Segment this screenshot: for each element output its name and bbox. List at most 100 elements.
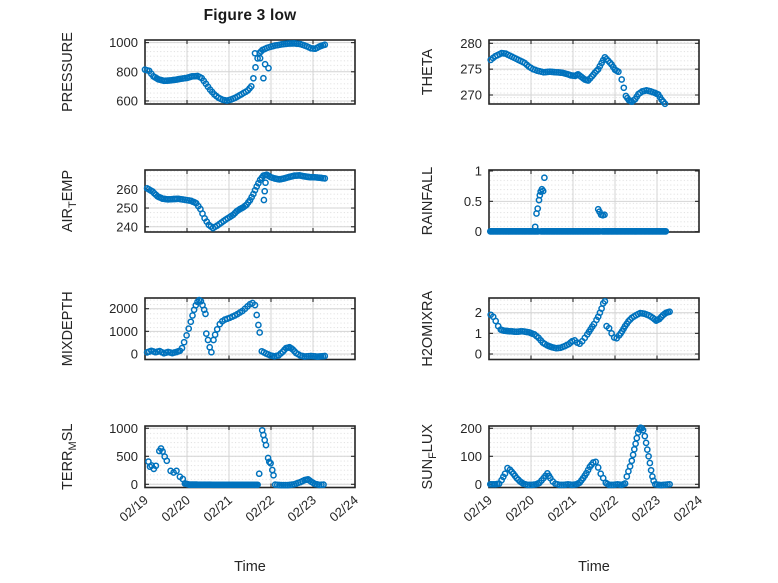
- axes-frame: [488, 39, 700, 105]
- ytick-label: 1000: [109, 35, 138, 50]
- xtick-label: 02/21: [544, 492, 579, 524]
- ytick-label: 1000: [109, 421, 138, 436]
- ytick-label: 270: [460, 88, 482, 103]
- ylabel-airtemp: AIRTEMP: [60, 170, 79, 232]
- axes-frame: [488, 297, 700, 361]
- data-marker: [620, 84, 628, 92]
- data-marker: [618, 76, 626, 83]
- data-marker: [321, 175, 329, 182]
- data-marker: [639, 426, 647, 434]
- data-marker: [183, 332, 190, 339]
- ytick-label: 260: [116, 182, 138, 197]
- data-marker: [646, 459, 654, 467]
- data-marker: [185, 325, 193, 332]
- xtick-label: 02/24: [326, 492, 361, 524]
- ylabel-theta: THETA: [420, 48, 436, 95]
- ylabel-terr-msl: TERRMSL: [60, 424, 79, 490]
- data-marker: [253, 183, 261, 190]
- data-marker: [666, 308, 673, 316]
- data-marker: [189, 312, 196, 319]
- data-marker: [621, 480, 629, 487]
- data-marker: [208, 348, 215, 356]
- data-marker: [247, 83, 255, 90]
- data-marker: [641, 432, 649, 440]
- xlabel-time-right: Time: [578, 559, 610, 575]
- markers-theta: [487, 49, 669, 108]
- data-marker: [255, 321, 262, 329]
- data-marker: [265, 458, 273, 466]
- xtick-label: 02/20: [502, 492, 537, 524]
- data-marker: [250, 74, 257, 82]
- xtick-label: 02/19: [460, 492, 495, 524]
- data-marker: [661, 100, 669, 108]
- data-marker: [321, 41, 329, 49]
- ytick-label: 0: [131, 346, 138, 361]
- markers-h2omixra: [487, 297, 673, 352]
- data-marker: [541, 174, 548, 182]
- ylabel-mixdepth: MIXDEPTH: [60, 291, 76, 366]
- data-marker: [534, 205, 542, 212]
- data-marker: [628, 457, 636, 465]
- data-marker: [531, 223, 539, 231]
- data-marker: [645, 452, 652, 460]
- data-marker: [256, 54, 264, 62]
- ylabel-h2omixra: H2OMIXRA: [420, 291, 436, 367]
- axes-frame: [144, 297, 356, 361]
- ytick-label: 600: [116, 93, 138, 108]
- subplot-theta: 270 275 280 THETA: [420, 36, 700, 108]
- data-marker: [256, 329, 264, 336]
- ytick-label: 1000: [109, 324, 138, 339]
- xlabel-time-left: Time: [234, 559, 266, 575]
- data-marker: [666, 480, 673, 488]
- data-marker: [202, 310, 209, 318]
- ytick-label: 100: [460, 449, 482, 464]
- ytick-label: 0.5: [464, 194, 482, 209]
- ytick-label: 500: [116, 449, 138, 464]
- data-marker: [252, 64, 259, 71]
- data-marker: [264, 454, 272, 462]
- markers-pressure: [141, 40, 329, 104]
- data-marker: [492, 317, 500, 325]
- data-marker: [601, 297, 609, 305]
- data-marker: [650, 477, 657, 485]
- markers-rainfall: [486, 174, 670, 235]
- data-marker: [513, 474, 521, 482]
- ytick-label: 2: [475, 305, 482, 320]
- xtick-label: 02/21: [200, 492, 235, 524]
- xtick-label: 02/20: [158, 492, 193, 524]
- data-marker: [180, 338, 188, 346]
- data-marker: [262, 179, 269, 187]
- xtick-label: 02/22: [242, 492, 277, 524]
- xtick-label: 02/22: [586, 492, 621, 524]
- ylabel-sun-flux: SUNFLUX: [420, 424, 439, 490]
- subplot-terr-msl: 0 500 1000 TERRMSL 02/19 02/20 02/21 02/22 02/23…: [60, 421, 361, 525]
- ytick-label: 0: [475, 477, 482, 492]
- ytick-label: 0: [475, 347, 482, 362]
- ylabel-pressure: PRESSURE: [60, 32, 76, 112]
- data-marker: [255, 179, 262, 187]
- ytick-label: 1: [475, 163, 482, 178]
- ytick-label: 800: [116, 64, 138, 79]
- data-marker: [601, 211, 608, 219]
- data-marker: [260, 196, 268, 204]
- data-marker: [173, 467, 180, 475]
- data-marker: [599, 474, 607, 482]
- figure-title: Figure 3 low: [203, 7, 297, 24]
- subplot-rainfall: 0 0.5 1 RAINFALL: [420, 163, 700, 239]
- data-marker: [267, 459, 274, 467]
- data-marker: [642, 439, 650, 447]
- data-marker: [539, 187, 547, 195]
- ytick-label: 240: [116, 219, 138, 234]
- subplot-airtemp: 240 250 260 AIRTEMP: [60, 169, 356, 234]
- data-marker: [213, 325, 221, 333]
- ylabel-rainfall: RAINFALL: [420, 167, 436, 236]
- data-marker: [253, 311, 261, 319]
- data-marker: [260, 74, 267, 82]
- data-marker: [536, 191, 544, 199]
- ytick-label: 1: [475, 326, 482, 341]
- axes-frame: [144, 169, 356, 233]
- data-marker: [265, 64, 272, 72]
- ytick-label: 280: [460, 36, 482, 51]
- data-marker: [594, 464, 602, 471]
